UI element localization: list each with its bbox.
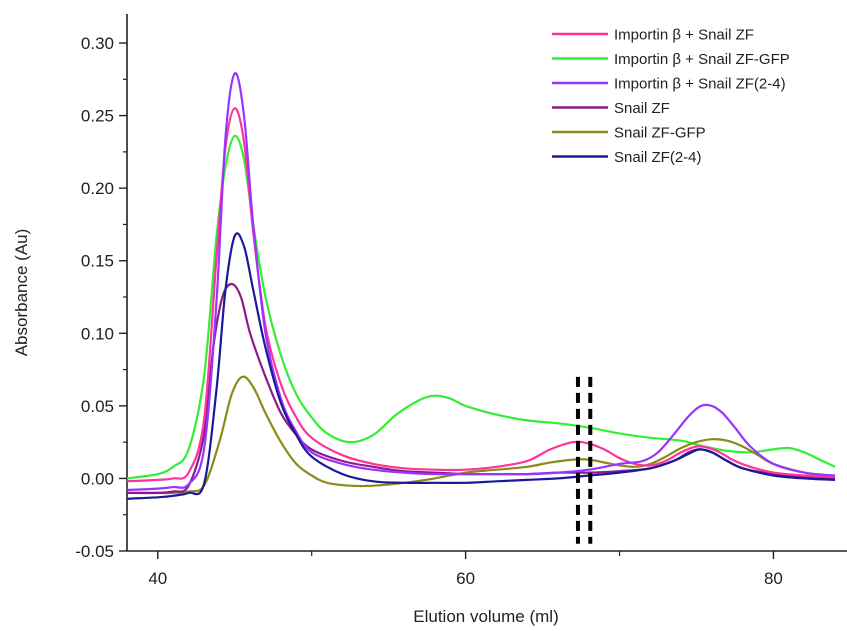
series-line	[127, 72, 836, 492]
dashed-markers	[575, 376, 593, 544]
legend-label: Importin β + Snail ZF-GFP	[614, 51, 790, 68]
x-tick-label: 40	[148, 569, 167, 588]
legend-label: Snail ZF(2-4)	[614, 149, 702, 166]
series-line	[127, 232, 836, 500]
y-tick-label: -0.05	[75, 542, 114, 561]
y-tick-label: 0.10	[81, 324, 114, 343]
series-line	[127, 107, 836, 483]
y-tick-label: 0.05	[81, 397, 114, 416]
x-tick-label: 60	[456, 569, 475, 588]
legend-label: Importin β + Snail ZF(2-4)	[614, 76, 786, 93]
x-axis-label: Elution volume (ml)	[413, 607, 559, 626]
series-line	[127, 375, 836, 495]
axes: -0.05 0.00 0.05 0.10 0.15 0.20 0.25 0.30 40 60 80	[75, 14, 847, 588]
x-tick-label: 80	[764, 569, 783, 588]
y-tick-label: 0.15	[81, 252, 114, 271]
legend-label: Snail ZF	[614, 100, 670, 117]
y-tick-label: 0.25	[81, 107, 114, 126]
legend-label: Snail ZF-GFP	[614, 125, 706, 142]
series-lines	[127, 72, 836, 500]
legend-label: Importin β + Snail ZF	[614, 27, 754, 44]
y-axis-label: Absorbance (Au)	[12, 229, 31, 357]
series-line	[127, 134, 836, 480]
y-tick-label: 0.00	[81, 469, 114, 488]
legend: Importin β + Snail ZF Importin β + Snail …	[552, 27, 790, 166]
y-tick-label: 0.30	[81, 34, 114, 53]
y-tick-label: 0.20	[81, 179, 114, 198]
